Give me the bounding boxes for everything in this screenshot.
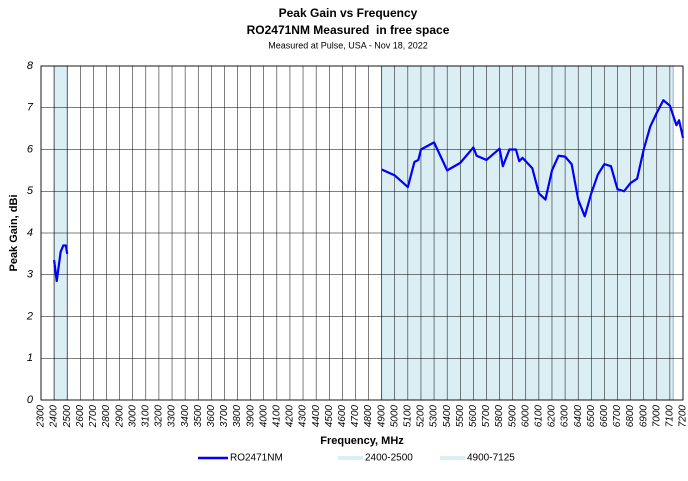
chart-title: Peak Gain vs Frequency xyxy=(279,6,418,20)
y-tick-label: 0 xyxy=(27,394,34,406)
y-tick-label: 2 xyxy=(26,310,33,322)
x-tick-label: 7000 xyxy=(651,405,662,428)
x-tick-label: 3500 xyxy=(193,405,204,428)
x-tick-label: 6100 xyxy=(534,405,545,428)
y-axis-label: Peak Gain, dBi xyxy=(8,194,20,271)
x-tick-label: 5900 xyxy=(507,405,518,428)
x-tick-label: 2300 xyxy=(36,405,47,429)
x-tick-label: 4000 xyxy=(258,405,269,428)
y-tick-label: 6 xyxy=(27,143,34,155)
legend-swatch xyxy=(440,456,465,460)
x-tick-label: 3000 xyxy=(127,405,138,428)
x-tick-label: 5200 xyxy=(416,405,427,428)
legend-label: RO2471NM xyxy=(230,453,283,464)
y-tick-label: 5 xyxy=(27,185,34,197)
x-tick-label: 6300 xyxy=(560,405,571,428)
x-tick-label: 4100 xyxy=(271,405,282,428)
x-tick-label: 2900 xyxy=(114,405,125,429)
x-tick-label: 6700 xyxy=(612,405,623,428)
x-tick-label: 5700 xyxy=(481,405,492,428)
y-tick-label: 1 xyxy=(27,352,33,364)
x-tick-label: 5300 xyxy=(429,405,440,428)
y-tick-label: 4 xyxy=(27,227,33,239)
x-tick-label: 5000 xyxy=(389,405,400,428)
x-tick-label: 6400 xyxy=(573,405,584,428)
x-tick-label: 5600 xyxy=(468,405,479,428)
x-tick-label: 3900 xyxy=(245,405,256,428)
series-line xyxy=(53,99,685,283)
x-tick-label: 3200 xyxy=(154,405,165,428)
x-tick-label: 6500 xyxy=(586,405,597,428)
x-tick-label: 2800 xyxy=(101,405,112,429)
y-tick-label: 7 xyxy=(27,102,34,114)
x-tick-label: 3400 xyxy=(180,405,191,428)
x-tick-label: 5800 xyxy=(494,405,505,428)
x-tick-label: 3600 xyxy=(206,405,217,428)
x-tick-label: 6800 xyxy=(625,405,636,428)
x-tick-label: 7200 xyxy=(678,405,688,428)
x-tick-label: 4600 xyxy=(337,405,348,428)
x-tick-label: 3800 xyxy=(232,405,243,428)
x-tick-label: 5400 xyxy=(442,405,453,428)
x-tick-label: 2400 xyxy=(49,405,60,429)
x-tick-label: 6200 xyxy=(547,405,558,428)
legend-swatch xyxy=(338,456,363,460)
legend-label: 2400-2500 xyxy=(365,453,413,464)
y-tick-label: 3 xyxy=(27,269,34,281)
chart-subtitle: RO2471NM Measured in free space xyxy=(247,23,450,37)
chart-note: Measured at Pulse, USA - Nov 18, 2022 xyxy=(268,40,428,50)
x-tick-label: 4300 xyxy=(298,405,309,428)
x-tick-label: 6000 xyxy=(520,405,531,428)
x-tick-label: 3300 xyxy=(167,405,178,428)
x-tick-label: 2500 xyxy=(62,405,73,429)
x-tick-label: 4800 xyxy=(363,405,374,428)
legend-label: 4900-7125 xyxy=(467,453,515,464)
x-tick-label: 4500 xyxy=(324,405,335,428)
x-tick-label: 4700 xyxy=(350,405,361,428)
plot-frame xyxy=(40,65,684,401)
x-tick-label: 7100 xyxy=(665,405,676,428)
x-tick-label: 3700 xyxy=(219,405,230,428)
x-tick-label: 2700 xyxy=(88,405,99,429)
x-tick-label: 3100 xyxy=(140,405,151,428)
x-tick-label: 5100 xyxy=(402,405,413,428)
x-tick-label: 5500 xyxy=(455,405,466,428)
y-tick-label: 8 xyxy=(27,60,34,72)
x-tick-label: 2600 xyxy=(75,405,86,429)
x-tick-label: 4400 xyxy=(311,405,322,428)
x-tick-label: 4200 xyxy=(285,405,296,428)
x-axis-label: Frequency, MHz xyxy=(320,435,404,447)
x-tick-label: 6600 xyxy=(599,405,610,428)
x-tick-label: 6900 xyxy=(638,405,649,428)
x-tick-label: 4900 xyxy=(376,405,387,428)
